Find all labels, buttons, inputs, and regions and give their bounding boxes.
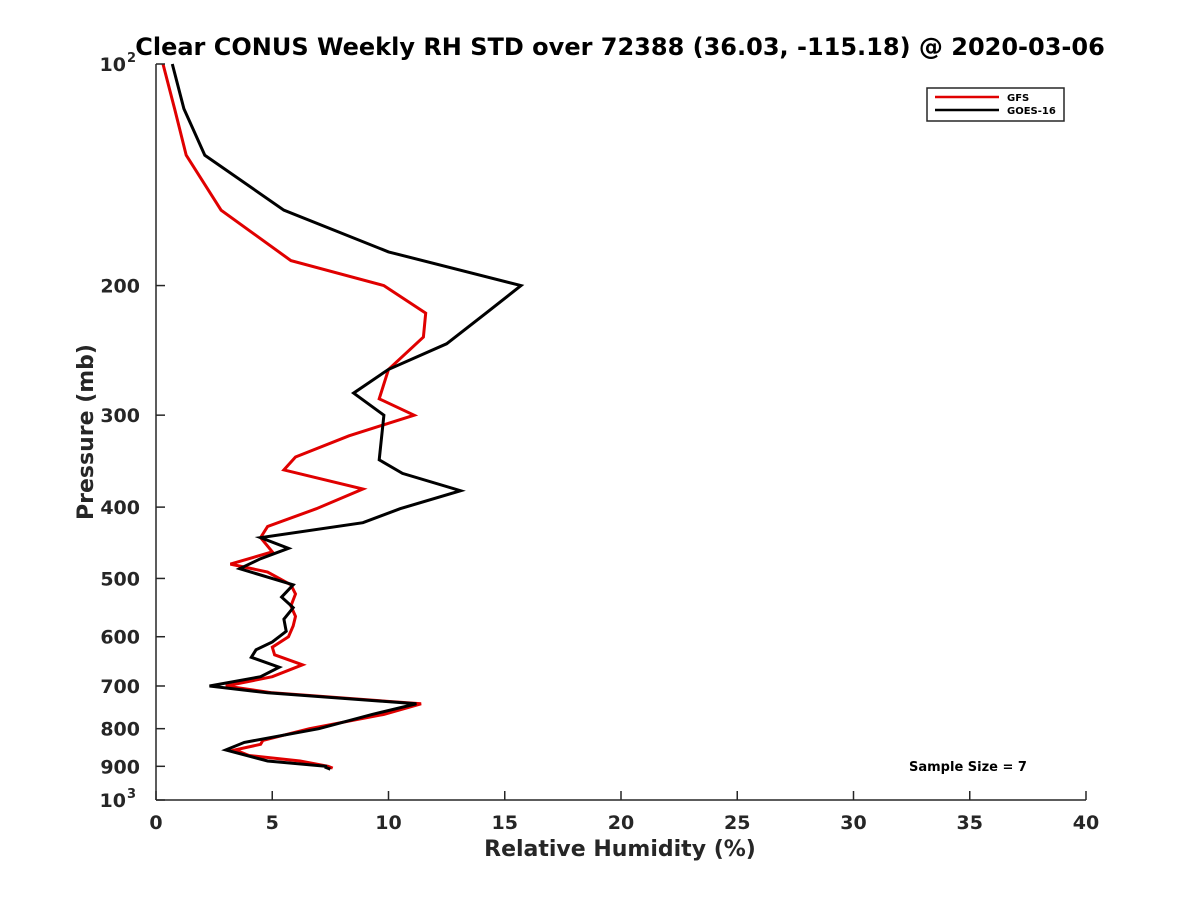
series-line-goes-16 xyxy=(170,63,525,771)
series-layer xyxy=(161,63,525,771)
legend-box xyxy=(926,87,1065,122)
x-tick-label: 5 xyxy=(266,812,279,834)
x-tick-label: 35 xyxy=(957,812,983,834)
y-tick-label: 900 xyxy=(100,756,140,778)
y-tick-label: 500 xyxy=(100,568,140,590)
y-tick-label: 400 xyxy=(100,497,140,519)
legend-label: GFS xyxy=(1007,93,1029,104)
x-axis-label: Relative Humidity (%) xyxy=(484,837,756,862)
chart-title: Clear CONUS Weekly RH STD over 72388 (36… xyxy=(135,33,1105,61)
x-tick-label: 10 xyxy=(375,812,401,834)
x-tick-label: 30 xyxy=(840,812,866,834)
y-axis-label: Pressure (mb) xyxy=(74,344,99,520)
y-tick-label: 800 xyxy=(100,719,140,741)
y-tick-label-base: 10 xyxy=(100,54,126,76)
y-tick-label: 300 xyxy=(100,405,140,427)
y-tick-label: 10 3 xyxy=(100,787,137,812)
x-tick-label: 25 xyxy=(724,812,750,834)
x-tick-label: 15 xyxy=(492,812,518,834)
y-tick-label: 600 xyxy=(100,627,140,649)
y-tick-label-exponent: 2 xyxy=(127,51,136,66)
y-tick-label: 700 xyxy=(100,676,140,698)
x-tick-label: 40 xyxy=(1073,812,1099,834)
legend: GFS GOES-16 xyxy=(926,87,1065,122)
sample-size-annotation: Sample Size = 7 xyxy=(909,760,1027,775)
x-tick-label: 0 xyxy=(149,812,162,834)
legend-label: GOES-16 xyxy=(1007,106,1056,117)
x-tick-label: 20 xyxy=(608,812,634,834)
y-tick-label: 200 xyxy=(100,276,140,298)
y-tick-label-exponent: 3 xyxy=(127,787,136,802)
y-tick-label-base: 10 xyxy=(100,790,126,812)
plot-background xyxy=(156,64,1086,800)
plot-area xyxy=(156,64,1086,800)
y-tick-label: 10 2 xyxy=(100,51,137,76)
